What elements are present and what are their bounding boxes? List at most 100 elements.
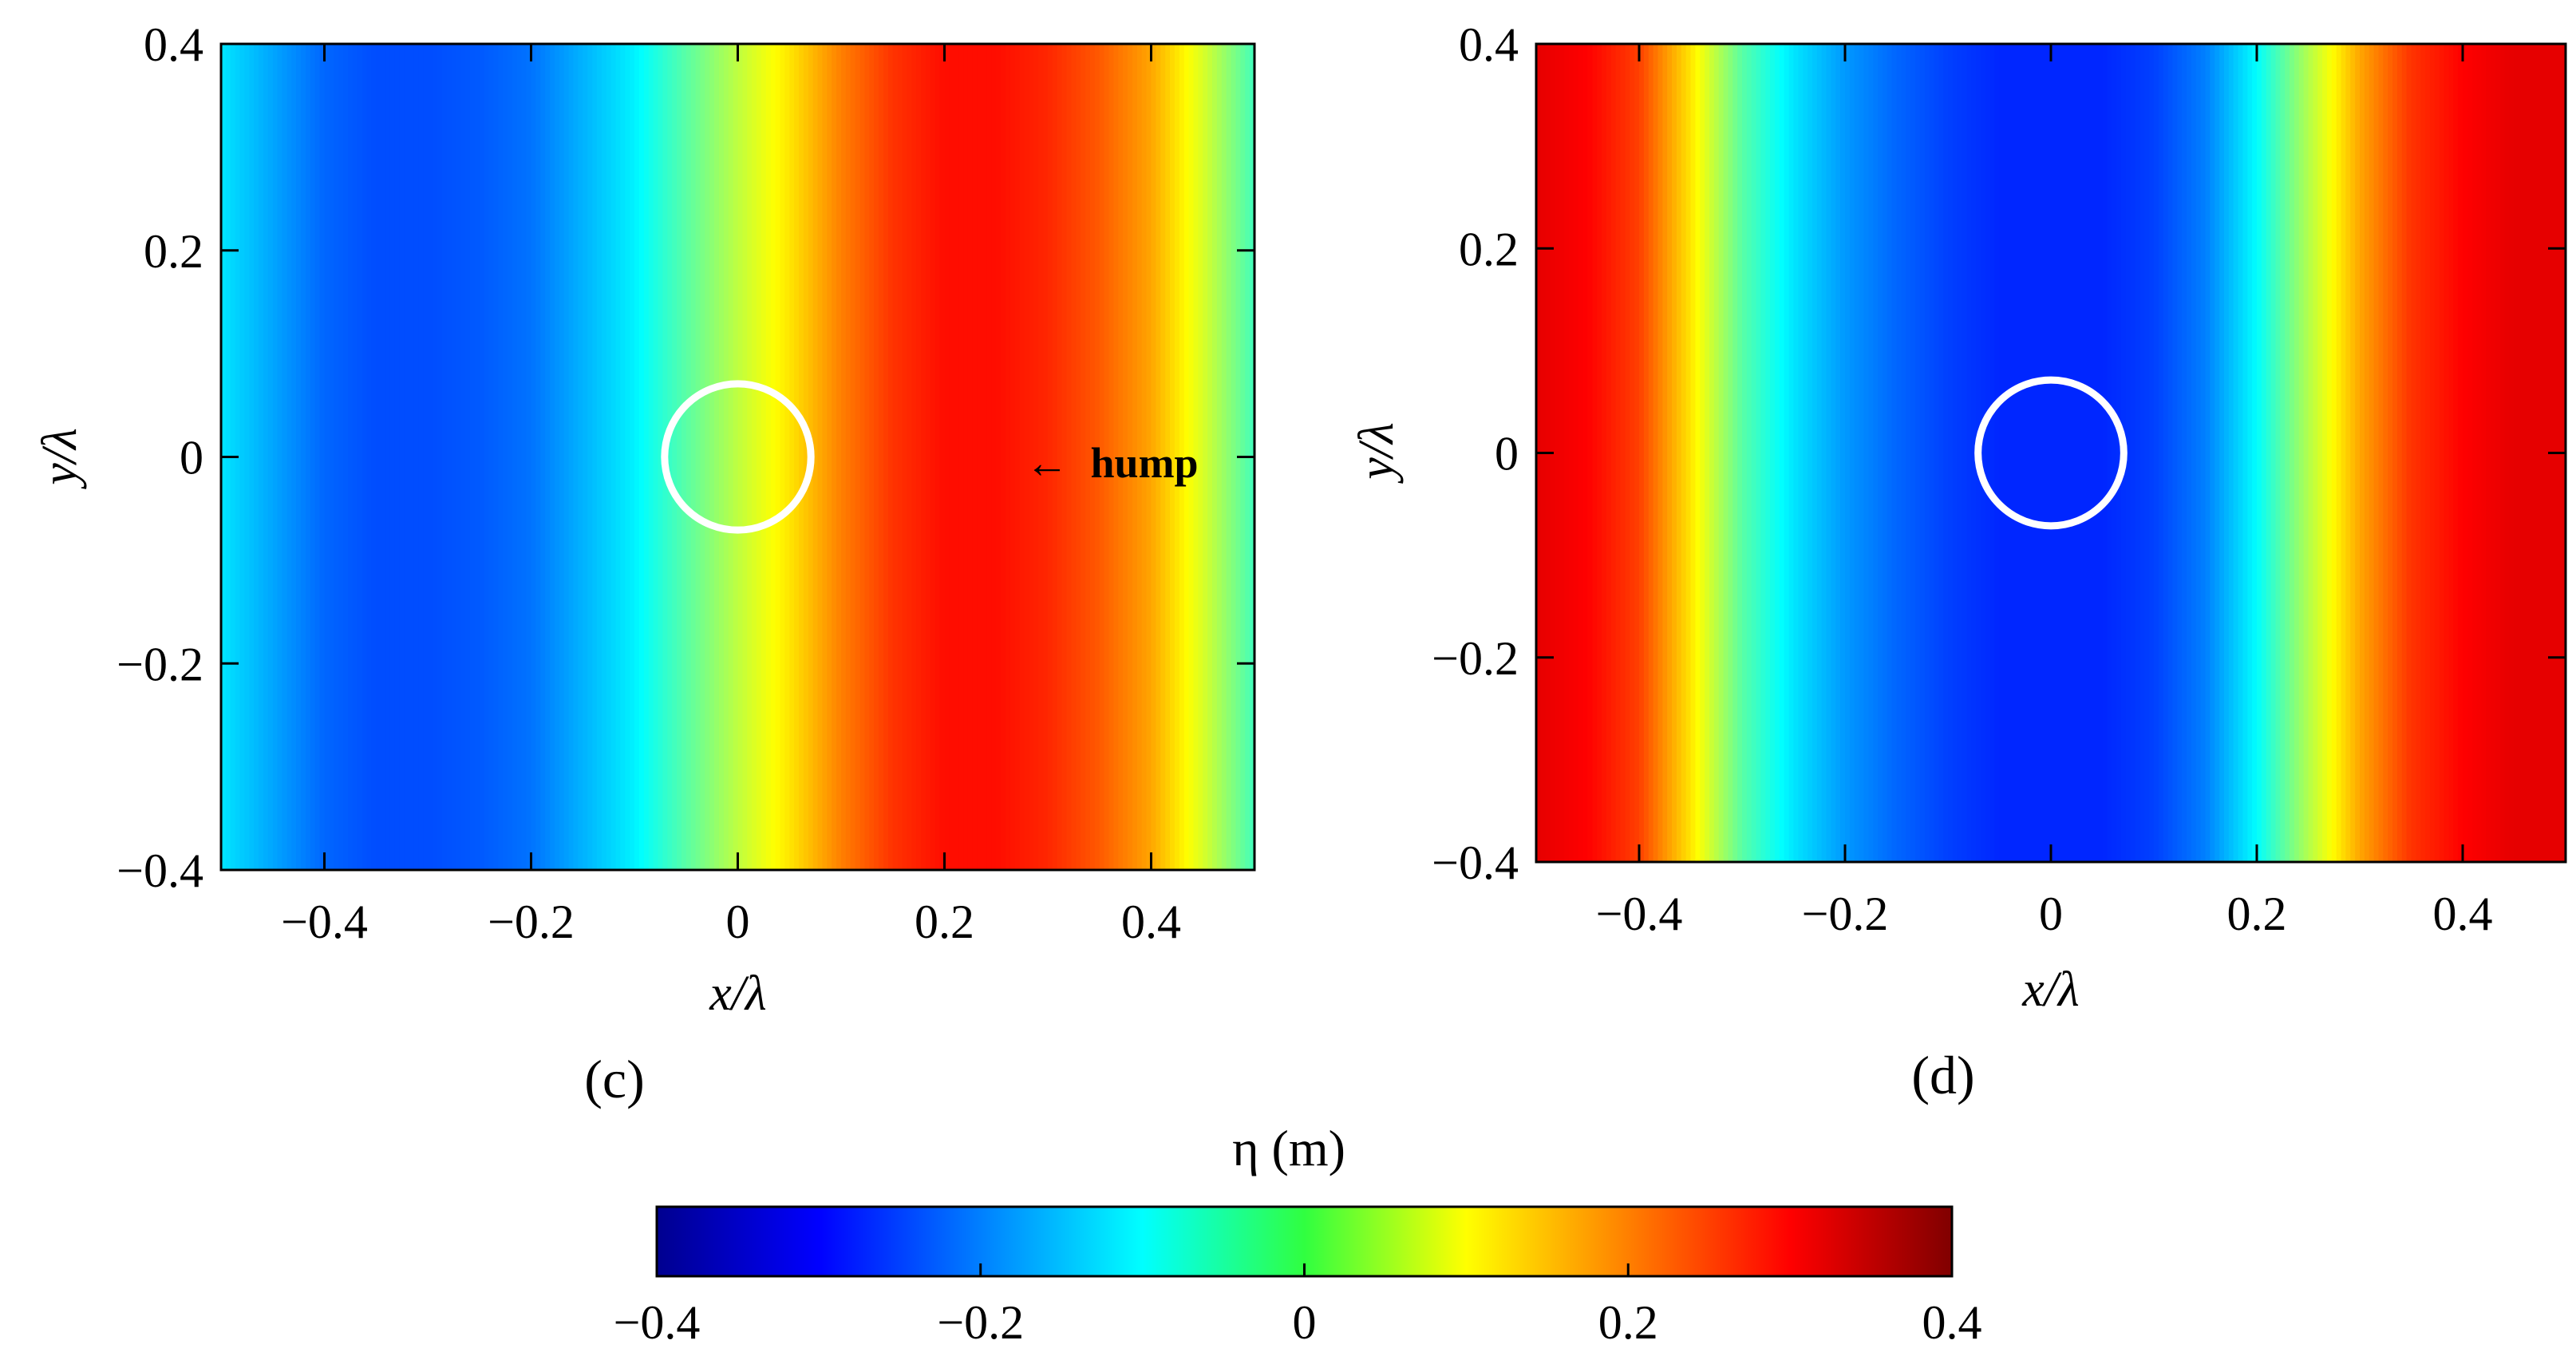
eta-band xyxy=(512,44,518,870)
eta-band xyxy=(1555,44,1561,862)
eta-band xyxy=(404,44,410,870)
eta-band xyxy=(1193,44,1199,870)
eta-band xyxy=(1835,44,1841,862)
eta-band xyxy=(1174,44,1180,870)
eta-band xyxy=(2453,44,2459,862)
eta-band xyxy=(822,44,828,870)
eta-band xyxy=(2051,44,2056,862)
eta-band xyxy=(2144,44,2150,862)
x-tick-label: −0.4 xyxy=(1596,888,1683,940)
eta-band xyxy=(1076,44,1082,870)
x-tick-label: 0 xyxy=(726,895,750,948)
eta-band xyxy=(1994,44,2001,862)
eta-band xyxy=(1882,44,1888,862)
eta-band xyxy=(441,44,448,870)
eta-band xyxy=(1887,44,1893,862)
eta-band xyxy=(1924,44,1930,862)
eta-band xyxy=(634,44,640,870)
eta-band xyxy=(2130,44,2136,862)
eta-band xyxy=(2242,44,2249,862)
eta-band xyxy=(1136,44,1143,870)
eta-band xyxy=(550,44,555,870)
eta-band xyxy=(1170,44,1175,870)
eta-band xyxy=(1760,44,1767,862)
eta-band xyxy=(432,44,438,870)
eta-band xyxy=(977,44,983,870)
eta-band xyxy=(1019,44,1025,870)
eta-band xyxy=(916,44,922,870)
eta-field-c xyxy=(221,44,1255,870)
eta-band xyxy=(1061,44,1068,870)
eta-band xyxy=(799,44,804,870)
eta-band xyxy=(1826,44,1832,862)
eta-band xyxy=(2448,44,2455,862)
eta-band xyxy=(1559,44,1565,862)
eta-band xyxy=(521,44,527,870)
eta-band xyxy=(963,44,969,870)
eta-band xyxy=(1179,44,1185,870)
eta-band xyxy=(2388,44,2393,862)
x-tick-label: 0 xyxy=(2039,888,2063,940)
eta-band xyxy=(508,44,513,870)
eta-band xyxy=(1784,44,1790,862)
eta-band xyxy=(385,44,391,870)
eta-band xyxy=(2285,44,2290,862)
eta-band xyxy=(2037,44,2043,862)
colorbar-tick-label: −0.2 xyxy=(937,1296,1024,1349)
eta-band xyxy=(672,44,678,870)
eta-band xyxy=(516,44,523,870)
eta-band xyxy=(1793,44,1800,862)
eta-band xyxy=(1667,44,1673,862)
eta-band xyxy=(638,44,645,870)
eta-band xyxy=(531,44,537,870)
eta-band xyxy=(676,44,682,870)
hump-arrow-glyph: ← xyxy=(1025,439,1069,487)
eta-band xyxy=(2298,44,2305,862)
eta-band xyxy=(1569,44,1574,862)
eta-band xyxy=(324,44,330,870)
eta-band xyxy=(1081,44,1086,870)
panel-c: −0.4 −0.2 0 0.2 0.4 −0.4−0.200.20.4 x/λ y/λ … xyxy=(33,18,1256,1109)
eta-band xyxy=(2013,44,2019,862)
eta-band xyxy=(1840,44,1846,862)
eta-band xyxy=(1057,44,1063,870)
eta-band xyxy=(832,44,837,870)
eta-band xyxy=(254,44,259,870)
eta-band xyxy=(648,44,654,870)
colorbar-tick-label: 0 xyxy=(1293,1296,1317,1349)
eta-band xyxy=(2439,44,2445,862)
eta-band xyxy=(1071,44,1077,870)
eta-band xyxy=(982,44,988,870)
eta-band xyxy=(1868,44,1874,862)
eta-band xyxy=(1891,44,1898,862)
eta-band xyxy=(1765,44,1771,862)
colorbar-ticks xyxy=(655,1263,1954,1276)
eta-band xyxy=(1681,44,1687,862)
eta-band xyxy=(1873,44,1879,862)
eta-band xyxy=(996,44,1002,870)
eta-band xyxy=(267,44,274,870)
eta-band xyxy=(1216,44,1223,870)
eta-band xyxy=(954,44,959,870)
eta-band xyxy=(573,44,579,870)
eta-band xyxy=(2219,44,2225,862)
eta-band xyxy=(1602,44,1607,862)
eta-band xyxy=(737,44,744,870)
eta-band xyxy=(2177,44,2183,862)
eta-band xyxy=(314,44,321,870)
eta-band xyxy=(1849,44,1855,862)
eta-band xyxy=(1212,44,1218,870)
eta-band xyxy=(2406,44,2412,862)
eta-band xyxy=(1052,44,1058,870)
eta-band xyxy=(2401,44,2408,862)
eta-band xyxy=(2167,44,2174,862)
eta-band xyxy=(592,44,598,870)
eta-band xyxy=(1775,44,1780,862)
eta-band xyxy=(2074,44,2080,862)
eta-band xyxy=(2252,44,2258,862)
eta-band xyxy=(1845,44,1851,862)
eta-field-d xyxy=(1536,44,2566,862)
cylinder-marker-d xyxy=(1974,376,2128,530)
eta-band xyxy=(2084,44,2089,862)
eta-band xyxy=(465,44,471,870)
